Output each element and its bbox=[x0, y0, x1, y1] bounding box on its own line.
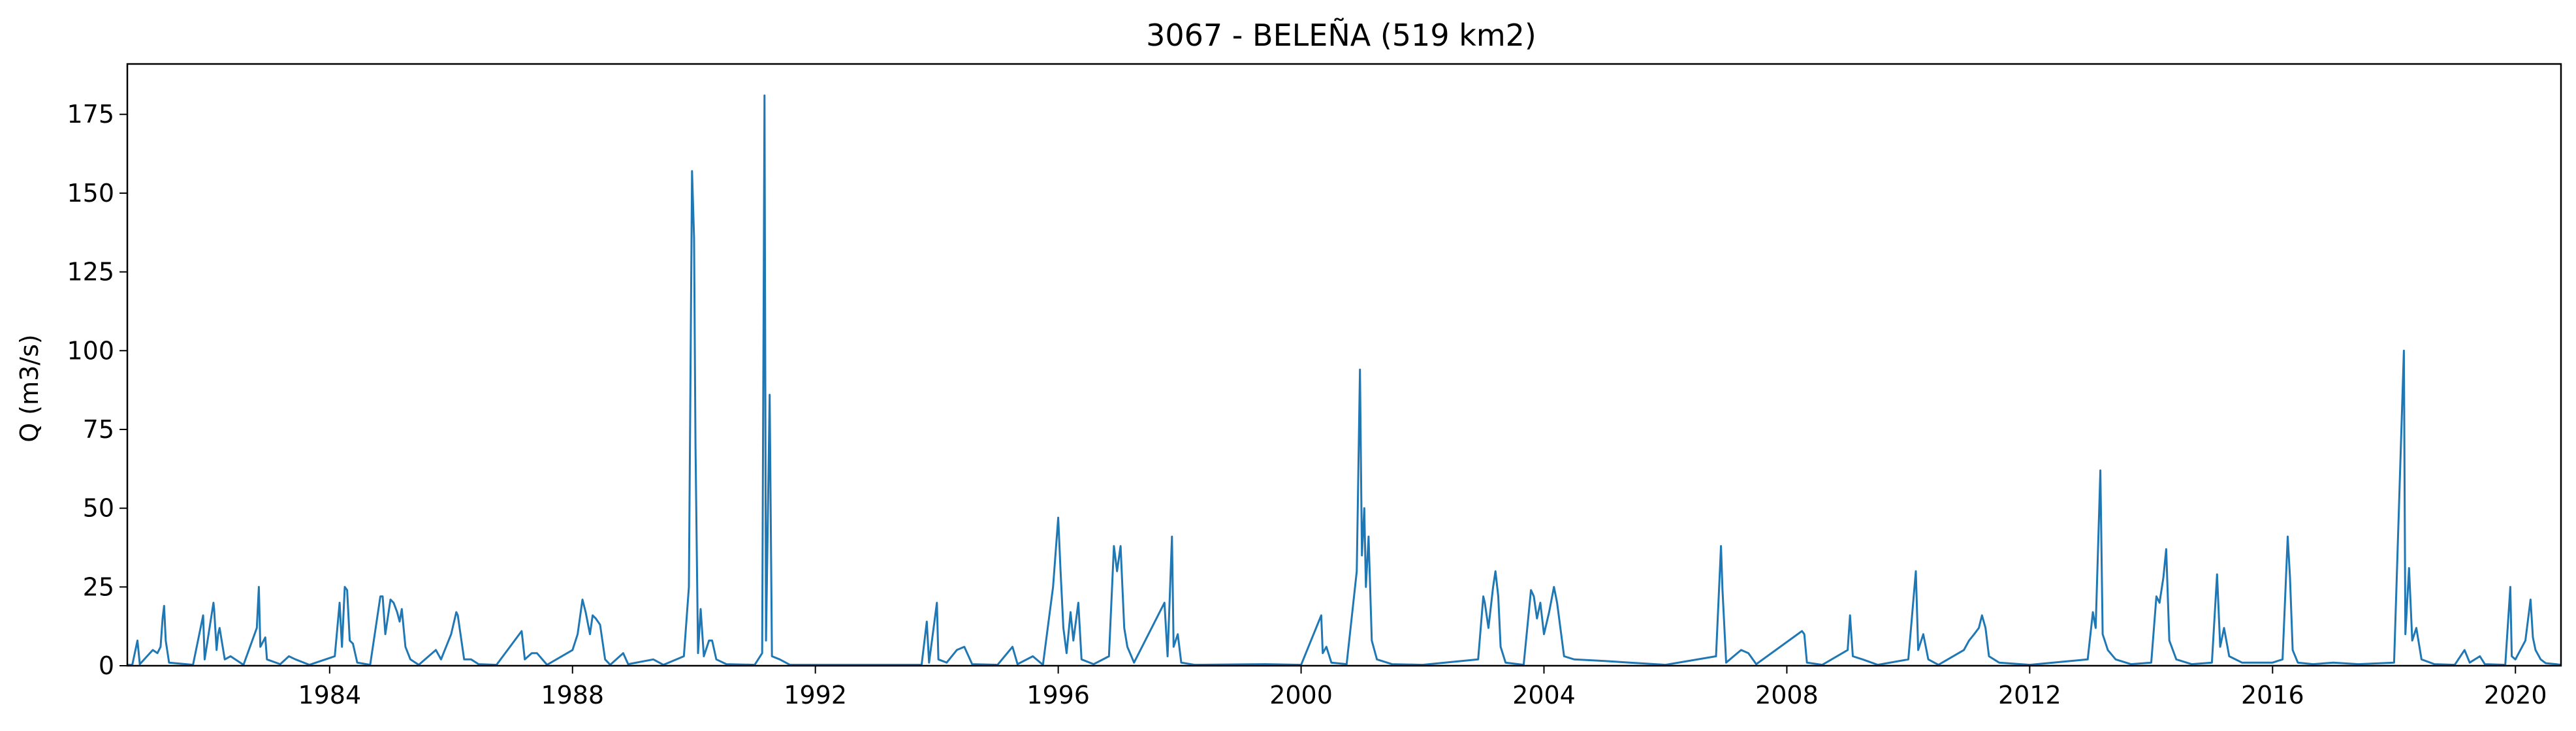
x-tick-label: 2004 bbox=[1512, 681, 1576, 709]
y-tick-label: 100 bbox=[67, 336, 114, 365]
y-axis-label: Q (m3/s) bbox=[15, 334, 44, 442]
x-tick-label: 1996 bbox=[1026, 681, 1090, 709]
y-tick-label: 75 bbox=[83, 415, 114, 444]
series-line bbox=[127, 94, 2562, 666]
x-tick-label: 1992 bbox=[784, 681, 847, 709]
x-tick-label: 2020 bbox=[2484, 681, 2547, 709]
y-tick-label: 175 bbox=[67, 100, 114, 129]
x-tick-label: 2012 bbox=[1998, 681, 2061, 709]
x-axis: 1984 1988 1992 1996 2000 2004 2008 2012 2016 2020 bbox=[298, 666, 2547, 709]
y-tick-label: 150 bbox=[67, 179, 114, 208]
x-tick-label: 2000 bbox=[1269, 681, 1333, 709]
x-tick-label: 1988 bbox=[541, 681, 604, 709]
y-tick-label: 0 bbox=[99, 651, 114, 680]
x-tick-label: 1984 bbox=[298, 681, 361, 709]
x-tick-label: 2008 bbox=[1755, 681, 1819, 709]
y-tick-label: 50 bbox=[83, 494, 114, 523]
plot-frame bbox=[126, 63, 2562, 667]
y-axis: 0 25 50 75 100 125 150 175 bbox=[67, 100, 127, 680]
x-tick-label: 2016 bbox=[2241, 681, 2304, 709]
y-tick-label: 125 bbox=[67, 258, 114, 287]
chart-title: 3067 - BELEÑA (519 km2) bbox=[1146, 18, 1536, 53]
y-tick-label: 25 bbox=[83, 572, 114, 601]
